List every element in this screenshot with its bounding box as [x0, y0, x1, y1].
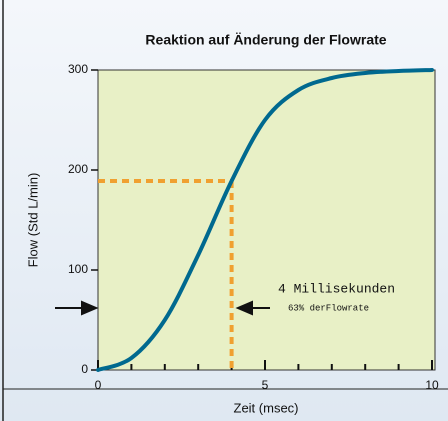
arrow: [235, 300, 270, 316]
x-tick-label: 5: [262, 378, 269, 392]
chart-title: Reaktion auf Änderung der Flowrate: [145, 32, 386, 48]
y-tick-label: 300: [68, 62, 88, 76]
y-tick-label: 200: [68, 162, 88, 176]
line: [96, 68, 434, 372]
annotation: 4 Millisekunden: [278, 281, 395, 296]
annotation: 63% derFlowrate: [288, 303, 369, 313]
x-tick-label: 10: [425, 378, 439, 392]
y-tick-label: 0: [81, 362, 88, 376]
x-axis-label: Zeit (msec): [234, 400, 299, 415]
y-axis-label: Flow (Std L/min): [25, 173, 40, 268]
y-tick-label: 100: [68, 262, 88, 276]
x-tick-label: 0: [95, 378, 102, 392]
arrow: [55, 300, 99, 316]
